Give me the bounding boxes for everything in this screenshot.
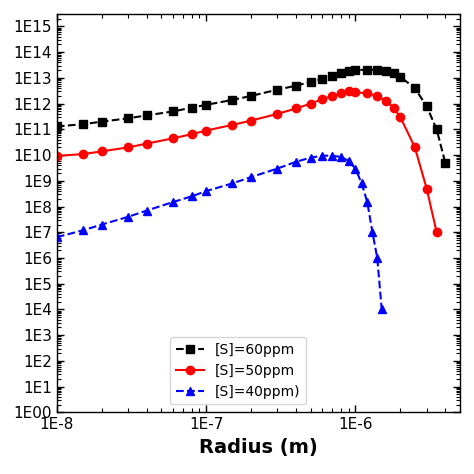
[S]=60ppm — [365, 67, 370, 73]
[S]=60ppm — [346, 69, 351, 74]
X-axis label: Radius (m): Radius (m) — [199, 438, 318, 457]
[S]=40ppm) — [319, 153, 325, 158]
[S]=40ppm) — [329, 153, 335, 158]
[S]=40ppm) — [189, 193, 194, 199]
[S]=40ppm) — [365, 199, 370, 205]
[S]=40ppm) — [80, 228, 86, 233]
[S]=50ppm — [398, 114, 403, 120]
[S]=40ppm) — [379, 307, 384, 312]
[S]=40ppm) — [308, 155, 313, 161]
[S]=60ppm — [391, 71, 396, 76]
[S]=50ppm — [229, 122, 235, 128]
[S]=50ppm — [125, 145, 131, 150]
[S]=50ppm — [365, 91, 370, 96]
[S]=50ppm — [329, 93, 335, 99]
[S]=50ppm — [189, 131, 194, 137]
[S]=50ppm — [203, 128, 209, 133]
[S]=60ppm — [412, 85, 418, 91]
[S]=50ppm — [170, 136, 176, 141]
[S]=50ppm — [353, 89, 358, 95]
[S]=50ppm — [424, 186, 429, 191]
[S]=60ppm — [338, 71, 344, 76]
[S]=50ppm — [412, 145, 418, 150]
[S]=60ppm — [189, 105, 194, 110]
[S]=60ppm — [229, 97, 235, 103]
[S]=60ppm — [319, 76, 325, 82]
[S]=50ppm — [308, 101, 313, 107]
[S]=60ppm — [170, 109, 176, 114]
[S]=40ppm) — [99, 222, 105, 228]
[S]=40ppm) — [203, 188, 209, 194]
[S]=40ppm) — [338, 154, 344, 160]
Line: [S]=40ppm): [S]=40ppm) — [53, 152, 386, 314]
[S]=60ppm — [424, 103, 429, 109]
[S]=50ppm — [274, 111, 280, 117]
[S]=40ppm) — [170, 199, 176, 205]
[S]=50ppm — [391, 105, 396, 110]
Legend: [S]=60ppm, [S]=50ppm, [S]=40ppm): [S]=60ppm, [S]=50ppm, [S]=40ppm) — [171, 337, 306, 404]
[S]=60ppm — [125, 116, 131, 121]
[S]=50ppm — [293, 106, 299, 111]
[S]=60ppm — [383, 68, 389, 73]
[S]=60ppm — [293, 83, 299, 89]
[S]=40ppm) — [229, 181, 235, 186]
[S]=60ppm — [99, 119, 105, 125]
[S]=40ppm) — [248, 174, 254, 180]
[S]=40ppm) — [274, 166, 280, 172]
[S]=50ppm — [383, 98, 389, 104]
[S]=50ppm — [80, 151, 86, 157]
Line: [S]=50ppm: [S]=50ppm — [53, 87, 441, 237]
[S]=50ppm — [54, 153, 60, 159]
[S]=40ppm) — [293, 159, 299, 164]
[S]=40ppm) — [359, 181, 365, 186]
[S]=40ppm) — [353, 166, 358, 172]
[S]=40ppm) — [125, 214, 131, 219]
[S]=60ppm — [144, 112, 150, 118]
[S]=50ppm — [144, 141, 150, 146]
[S]=60ppm — [80, 121, 86, 127]
[S]=60ppm — [398, 74, 403, 80]
[S]=60ppm — [274, 87, 280, 92]
[S]=50ppm — [374, 93, 380, 99]
[S]=60ppm — [353, 67, 358, 73]
[S]=60ppm — [329, 73, 335, 79]
[S]=40ppm) — [144, 208, 150, 213]
[S]=40ppm) — [346, 158, 351, 164]
[S]=40ppm) — [54, 234, 60, 240]
[S]=50ppm — [346, 89, 351, 94]
[S]=60ppm — [203, 102, 209, 108]
[S]=60ppm — [442, 160, 448, 166]
[S]=50ppm — [248, 118, 254, 123]
Line: [S]=60ppm: [S]=60ppm — [53, 65, 449, 167]
[S]=60ppm — [434, 127, 439, 132]
[S]=50ppm — [99, 148, 105, 154]
[S]=60ppm — [374, 67, 380, 73]
[S]=50ppm — [319, 96, 325, 102]
[S]=40ppm) — [370, 229, 375, 235]
[S]=50ppm — [338, 91, 344, 96]
[S]=60ppm — [248, 93, 254, 99]
[S]=60ppm — [54, 124, 60, 129]
[S]=50ppm — [434, 229, 439, 235]
[S]=60ppm — [308, 79, 313, 85]
[S]=40ppm) — [374, 255, 380, 261]
